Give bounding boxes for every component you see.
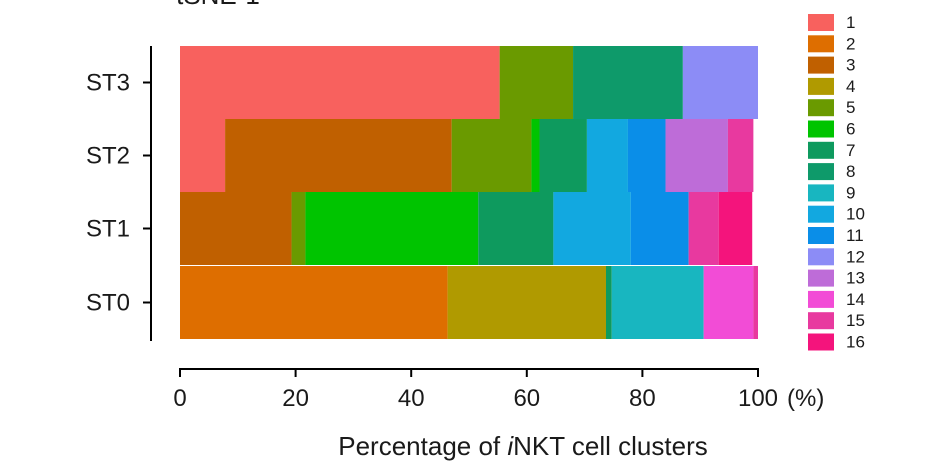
bar-segment-st1-cluster-6: [305, 192, 479, 265]
legend-label-2: 2: [846, 34, 855, 53]
legend-label-11: 11: [846, 226, 864, 245]
legend-swatch-15: [808, 312, 834, 330]
bar-segment-st1-cluster-5: [291, 192, 306, 265]
x-axis-title-italic: i: [507, 431, 514, 461]
y-tick-label: ST1: [86, 216, 130, 243]
x-unit-label: (%): [787, 385, 824, 412]
legend-label-14: 14: [846, 290, 865, 309]
legend-label-9: 9: [846, 183, 855, 202]
x-tick-label: 60: [513, 385, 540, 412]
bar-segment-st1-cluster-3: [180, 192, 292, 265]
y-tick-label: ST2: [86, 143, 130, 170]
bar-segment-st0-cluster-14: [703, 266, 754, 339]
x-tick-label: 0: [173, 385, 186, 412]
legend-swatch-4: [808, 77, 834, 95]
bar-segment-st2-cluster-10: [586, 119, 628, 192]
bar-segment-st1-cluster-15: [688, 192, 719, 265]
bar-segment-st2-cluster-5: [451, 119, 532, 192]
legend-label-10: 10: [846, 205, 865, 224]
bar-segment-st2-cluster-11: [627, 119, 666, 192]
legend-swatch-16: [808, 333, 834, 351]
legend-label-1: 1: [846, 13, 855, 32]
bar-segment-st0-cluster-4: [447, 266, 606, 339]
bar-segment-st1-cluster-16: [718, 192, 753, 265]
x-axis-title: Percentage of iNKT cell clusters: [338, 431, 707, 461]
bar-segment-st1-cluster-10: [553, 192, 631, 265]
bars-group: [180, 46, 758, 339]
legend-swatch-12: [808, 248, 834, 266]
legend-label-6: 6: [846, 120, 855, 139]
x-axis: 0 20 40 60 80 100: [173, 369, 778, 412]
legend-label-7: 7: [846, 141, 855, 160]
legend-swatch-7: [808, 141, 834, 159]
bar-segment-st3-cluster-5: [499, 46, 574, 119]
y-tick-label: ST0: [86, 290, 130, 317]
bar-segment-st1-cluster-11: [630, 192, 689, 265]
bar-segment-st3-cluster-1: [180, 46, 500, 119]
legend-label-13: 13: [846, 269, 865, 288]
legend-swatch-2: [808, 35, 834, 53]
chart-title: tSNE-1: [176, 0, 260, 10]
bar-segment-st2-cluster-15: [727, 119, 754, 192]
bar-segment-st2-cluster-7: [539, 119, 587, 192]
bar-segment-st3-cluster-8: [573, 46, 683, 119]
legend-label-4: 4: [846, 77, 855, 96]
legend-swatch-6: [808, 120, 834, 138]
x-tick-label: 100: [738, 385, 778, 412]
y-tick-label: ST3: [86, 70, 130, 97]
x-axis-title-part-1: Percentage of: [338, 431, 507, 461]
legend-label-3: 3: [846, 56, 855, 75]
legend-swatch-14: [808, 290, 834, 308]
legend-swatch-3: [808, 56, 834, 74]
bar-segment-st2-cluster-13: [665, 119, 728, 192]
legend-swatch-9: [808, 184, 834, 202]
x-tick-label: 40: [398, 385, 425, 412]
legend-label-16: 16: [846, 333, 865, 352]
y-axis: ST3 ST2 ST1 ST0: [86, 70, 151, 317]
x-tick-label: 20: [282, 385, 309, 412]
x-tick-label: 80: [629, 385, 656, 412]
legend-swatch-11: [808, 227, 834, 244]
legend-label-5: 5: [846, 98, 855, 117]
x-axis-title-part-2: NKT cell clusters: [513, 431, 708, 461]
legend-swatch-10: [808, 205, 834, 223]
bar-segment-st3-cluster-12: [682, 46, 758, 119]
bar-segment-st0-cluster-2: [180, 266, 448, 339]
bar-segment-st2-cluster-6: [531, 119, 540, 192]
legend-label-15: 15: [846, 311, 865, 330]
legend-label-12: 12: [846, 247, 865, 266]
bar-segment-st0-cluster-9: [611, 266, 704, 339]
legend-label-8: 8: [846, 162, 855, 181]
bar-segment-st0-cluster-15: [753, 266, 758, 339]
bar-segment-st2-cluster-3: [225, 119, 452, 192]
bar-segment-st0-cluster-7: [605, 266, 612, 339]
legend-swatch-8: [808, 163, 834, 181]
legend-swatch-5: [808, 99, 834, 117]
legend-swatch-13: [808, 269, 834, 287]
bar-segment-st1-cluster-7: [478, 192, 554, 265]
legend-swatch-1: [808, 14, 834, 31]
bar-segment-st2-cluster-1: [180, 119, 226, 192]
